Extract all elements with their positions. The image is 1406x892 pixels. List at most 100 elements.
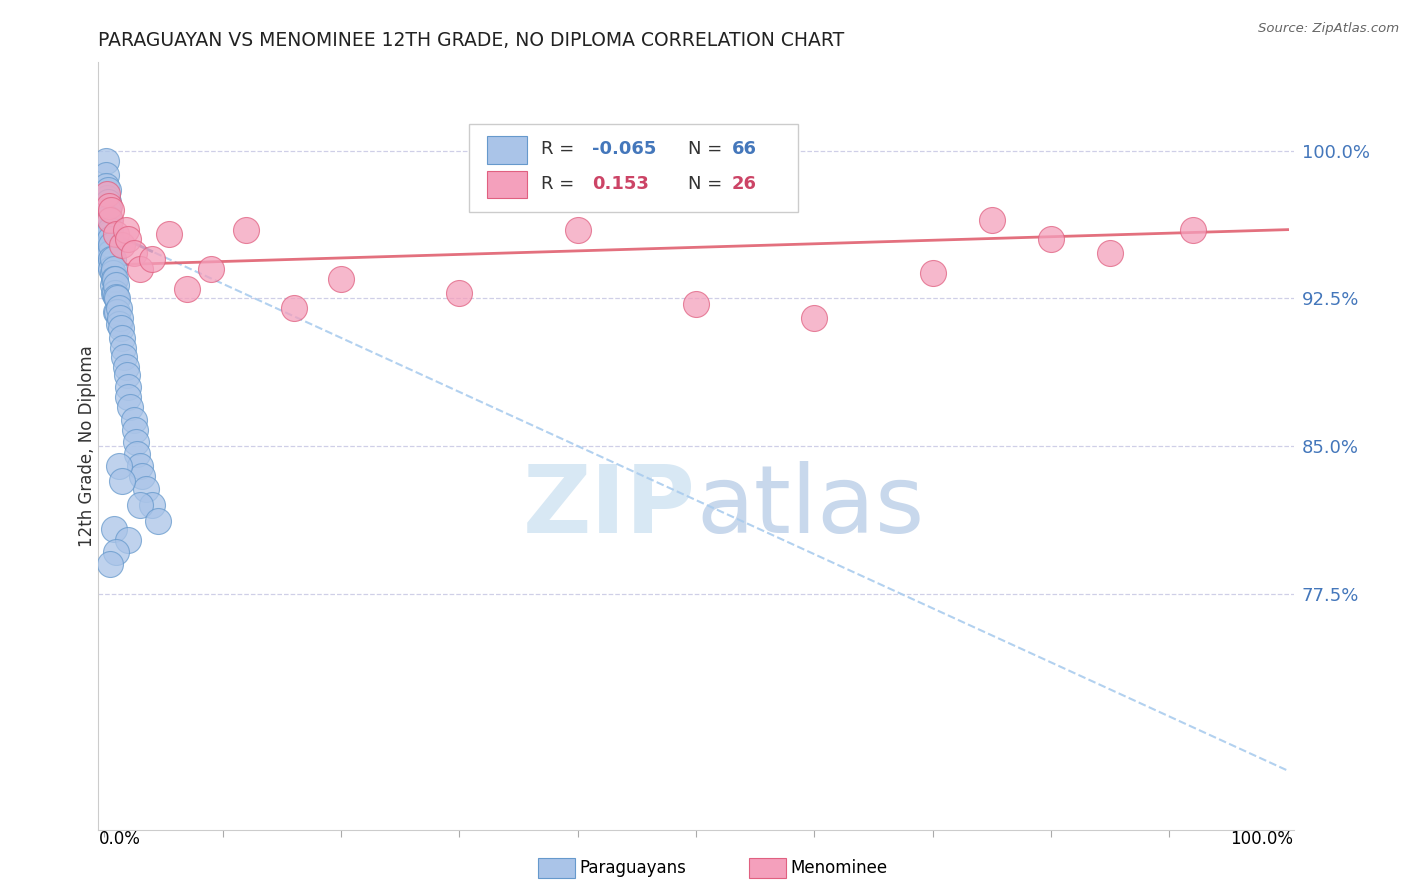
- Text: N =: N =: [688, 140, 727, 158]
- Text: Source: ZipAtlas.com: Source: ZipAtlas.com: [1258, 22, 1399, 36]
- Text: 66: 66: [733, 140, 756, 158]
- Point: [111, 331, 134, 345]
- Point: [98, 232, 121, 246]
- Point: [176, 282, 198, 296]
- Point: [128, 262, 150, 277]
- Point: [107, 458, 129, 473]
- Point: [114, 360, 136, 375]
- Point: [97, 211, 120, 225]
- Text: N =: N =: [688, 175, 727, 193]
- Point: [114, 351, 136, 365]
- Point: [94, 179, 117, 194]
- Point: [120, 400, 142, 414]
- Point: [98, 258, 121, 272]
- Point: [141, 498, 163, 512]
- Point: [98, 238, 121, 252]
- Point: [96, 222, 118, 236]
- Point: [128, 458, 150, 473]
- Point: [111, 238, 134, 252]
- Point: [921, 266, 943, 280]
- Point: [94, 153, 117, 168]
- Point: [980, 212, 1002, 227]
- Point: [98, 212, 121, 227]
- Point: [107, 301, 129, 316]
- Point: [103, 272, 125, 286]
- Point: [97, 202, 120, 217]
- Point: [97, 195, 120, 210]
- FancyBboxPatch shape: [470, 124, 797, 212]
- Text: atlas: atlas: [696, 461, 924, 553]
- Point: [97, 222, 120, 236]
- Point: [104, 272, 127, 286]
- Point: [105, 292, 128, 306]
- Point: [122, 246, 145, 260]
- Point: [200, 262, 222, 277]
- Point: [117, 232, 139, 246]
- Point: [103, 262, 125, 277]
- Point: [117, 380, 139, 394]
- Point: [105, 545, 128, 559]
- Point: [96, 199, 118, 213]
- Point: [112, 341, 135, 355]
- Point: [98, 246, 121, 260]
- Point: [108, 311, 131, 326]
- Point: [1039, 232, 1062, 246]
- Point: [114, 222, 136, 236]
- Point: [135, 483, 157, 497]
- Text: R =: R =: [541, 140, 579, 158]
- Point: [98, 212, 121, 227]
- Point: [96, 187, 118, 202]
- Point: [125, 435, 148, 450]
- Point: [96, 191, 118, 205]
- Point: [100, 238, 122, 252]
- Text: -0.065: -0.065: [592, 140, 657, 158]
- Point: [105, 227, 128, 241]
- Point: [110, 321, 132, 335]
- Point: [117, 390, 139, 404]
- Point: [127, 447, 149, 461]
- Point: [115, 368, 138, 383]
- Point: [98, 246, 121, 260]
- Point: [235, 222, 257, 236]
- Point: [567, 222, 589, 236]
- Point: [97, 232, 120, 246]
- Point: [96, 215, 118, 229]
- Point: [98, 227, 121, 241]
- Point: [1181, 222, 1204, 236]
- Point: [146, 514, 169, 528]
- Point: [449, 285, 471, 300]
- Point: [141, 252, 163, 267]
- Point: [96, 207, 118, 221]
- Point: [685, 297, 707, 311]
- FancyBboxPatch shape: [486, 136, 527, 164]
- Point: [157, 227, 180, 241]
- Point: [105, 289, 128, 303]
- Point: [103, 522, 125, 536]
- Point: [105, 305, 128, 319]
- Point: [97, 183, 120, 197]
- Text: 100.0%: 100.0%: [1230, 830, 1294, 847]
- Point: [117, 533, 139, 548]
- Y-axis label: 12th Grade, No Diploma: 12th Grade, No Diploma: [79, 345, 96, 547]
- Point: [131, 468, 153, 483]
- Point: [330, 272, 353, 286]
- Text: ZIP: ZIP: [523, 461, 696, 553]
- Point: [283, 301, 305, 316]
- Point: [107, 317, 129, 331]
- Point: [101, 266, 124, 280]
- Point: [1099, 246, 1122, 260]
- Point: [100, 262, 122, 277]
- Point: [803, 311, 825, 326]
- Point: [100, 202, 122, 217]
- Point: [105, 305, 128, 319]
- Point: [124, 423, 146, 437]
- Text: Menominee: Menominee: [790, 859, 887, 877]
- Point: [111, 475, 134, 489]
- Point: [103, 285, 125, 300]
- Point: [98, 222, 121, 236]
- Point: [101, 277, 124, 292]
- Point: [98, 199, 121, 213]
- Point: [100, 252, 122, 267]
- Point: [128, 498, 150, 512]
- Point: [101, 252, 124, 267]
